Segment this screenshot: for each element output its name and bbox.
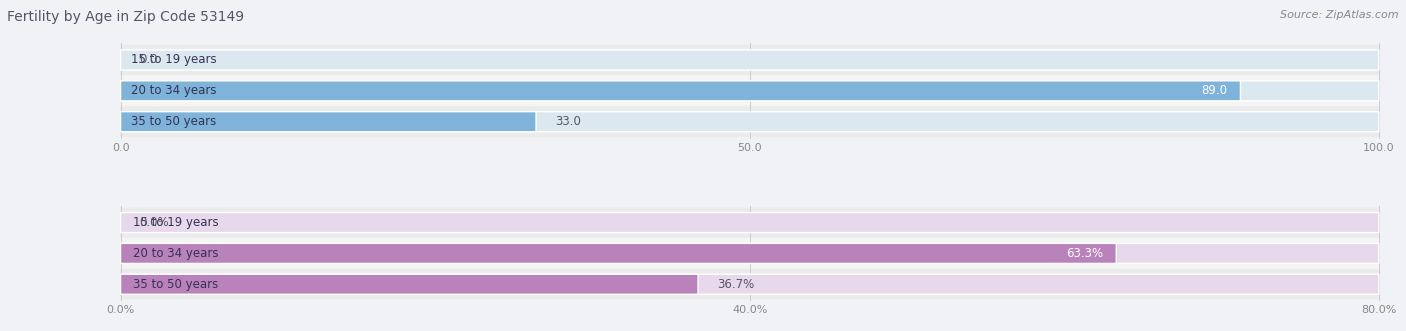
FancyBboxPatch shape (121, 213, 1379, 233)
FancyBboxPatch shape (121, 112, 1379, 132)
Text: 0.0: 0.0 (139, 54, 157, 67)
FancyBboxPatch shape (121, 81, 1379, 101)
Text: 63.3%: 63.3% (1066, 247, 1104, 260)
FancyBboxPatch shape (120, 107, 1381, 137)
FancyBboxPatch shape (120, 238, 1381, 268)
FancyBboxPatch shape (121, 81, 1240, 101)
FancyBboxPatch shape (121, 274, 697, 294)
Text: 35 to 50 years: 35 to 50 years (134, 278, 218, 291)
Text: 89.0: 89.0 (1202, 84, 1227, 97)
FancyBboxPatch shape (120, 45, 1381, 75)
FancyBboxPatch shape (121, 50, 1379, 70)
Text: Fertility by Age in Zip Code 53149: Fertility by Age in Zip Code 53149 (7, 10, 245, 24)
Text: 20 to 34 years: 20 to 34 years (134, 247, 219, 260)
FancyBboxPatch shape (120, 76, 1381, 106)
FancyBboxPatch shape (121, 243, 1379, 263)
Text: 15 to 19 years: 15 to 19 years (134, 216, 219, 229)
Text: 33.0: 33.0 (555, 115, 581, 128)
FancyBboxPatch shape (121, 243, 1116, 263)
Text: 0.0%: 0.0% (139, 216, 169, 229)
Text: 20 to 34 years: 20 to 34 years (131, 84, 217, 97)
FancyBboxPatch shape (121, 112, 536, 132)
FancyBboxPatch shape (120, 269, 1381, 299)
Text: 36.7%: 36.7% (717, 278, 754, 291)
Text: 35 to 50 years: 35 to 50 years (131, 115, 217, 128)
FancyBboxPatch shape (121, 274, 1379, 294)
Text: 15 to 19 years: 15 to 19 years (131, 54, 217, 67)
Text: Source: ZipAtlas.com: Source: ZipAtlas.com (1281, 10, 1399, 20)
FancyBboxPatch shape (120, 208, 1381, 238)
